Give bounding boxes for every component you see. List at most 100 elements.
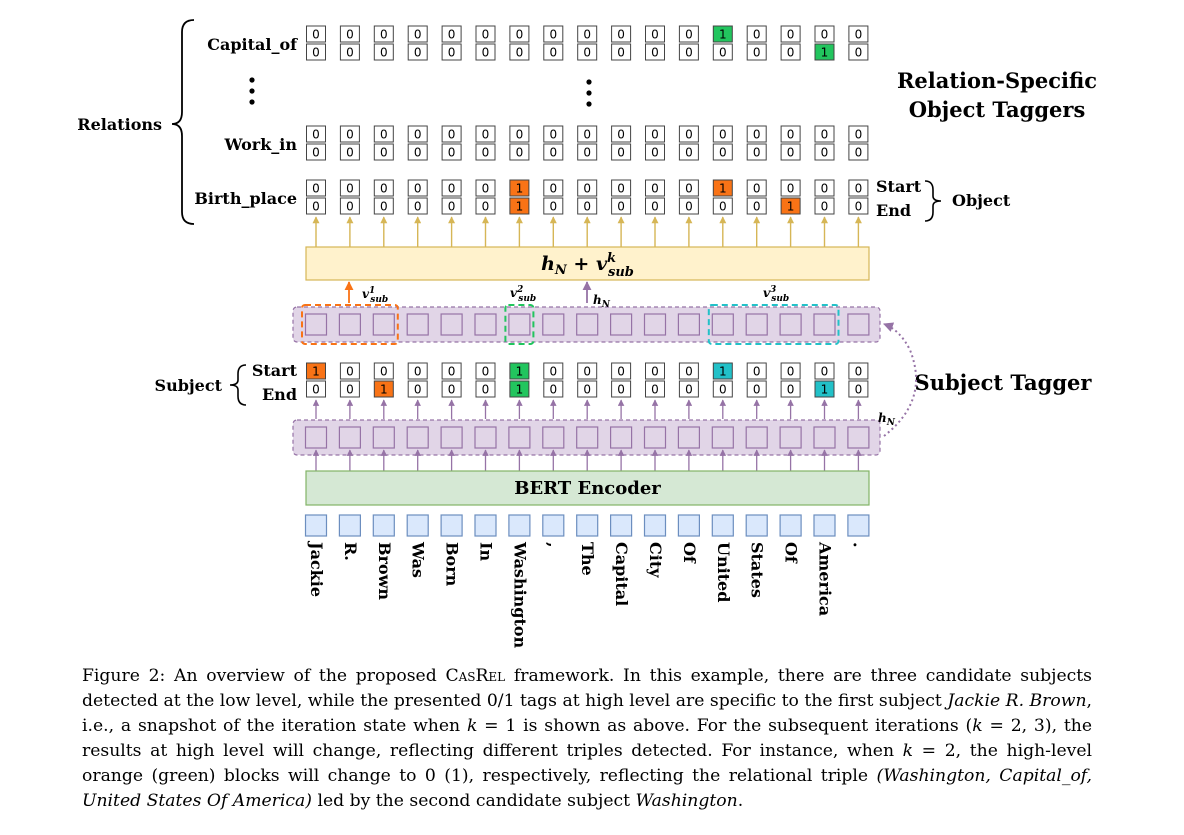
- relation-row-work-in: Work_in: [223, 135, 297, 154]
- subject-start-tag-value: 0: [482, 365, 490, 379]
- relation-end-tag-value: 0: [549, 146, 557, 160]
- object-end-label: End: [876, 201, 911, 220]
- relation-end-tag: 0: [577, 197, 598, 215]
- subject-start-tag-box: [780, 362, 801, 380]
- relation-end-tag: 0: [611, 143, 632, 161]
- token: Washington: [508, 514, 531, 649]
- relation-end-tag-value: 0: [448, 200, 456, 214]
- subject-start-tag-value: 0: [549, 365, 557, 379]
- token: Capital: [609, 514, 633, 606]
- subject-end-tag-box: [746, 380, 767, 398]
- caption-text-4: = 1 is shown as above. For the subsequen…: [477, 716, 973, 736]
- subject-start-tag-value: 1: [516, 365, 524, 379]
- relation-start-tag: 0: [780, 125, 801, 143]
- hidden-cell: [711, 426, 734, 449]
- relation-end-tag-box: [373, 143, 394, 161]
- relation-end-tag: 0: [746, 43, 767, 61]
- ellipsis-dots: [586, 79, 592, 107]
- token: Of: [677, 514, 701, 564]
- hn-label-right: hN: [878, 411, 896, 428]
- hidden-cell: [576, 313, 599, 336]
- relation-start-tag: 0: [611, 125, 632, 143]
- relation-start-tag: 0: [746, 179, 767, 197]
- relation-start-tag-box: [712, 179, 733, 197]
- token-word: Of: [782, 542, 801, 564]
- relation-end-tag: 1: [814, 43, 835, 61]
- relation-start-tag-value: 0: [753, 128, 761, 142]
- hn-label-top: hN: [593, 293, 611, 310]
- token-box: [745, 514, 768, 537]
- hidden-cell: [372, 313, 395, 336]
- relation-start-tag: 0: [475, 125, 496, 143]
- relation-start-tag: 1: [509, 179, 530, 197]
- relation-start-tag: 0: [373, 179, 394, 197]
- relation-end-tag-box: [611, 43, 632, 61]
- relation-start-tag-box: [678, 179, 699, 197]
- relation-start-tag-box: [814, 179, 835, 197]
- token: Born: [440, 514, 463, 587]
- hidden-cell: [406, 426, 429, 449]
- relation-end-tag-box: [712, 143, 733, 161]
- relation-row-capital-of: Capital_of: [207, 35, 298, 54]
- relation-start-tag: 0: [407, 25, 428, 43]
- relation-end-tag-box: [678, 197, 699, 215]
- hidden-cell: [847, 313, 870, 336]
- subject-end-label: End: [262, 385, 297, 404]
- relation-end-tag-box: [339, 43, 360, 61]
- relation-start-tag-value: 0: [617, 28, 625, 42]
- hidden-cell: [711, 313, 734, 336]
- casrel-diagram: Capital_of 0 0 0 0 0 0 0 0 0 0 0 0 0 0 0 0 0 0 0 0 0 0 0 0 1 0 0 0 0 0…: [77, 19, 1097, 649]
- relation-start-tag-box: [339, 125, 360, 143]
- token-box: [304, 514, 328, 537]
- ellipsis-dot: [586, 79, 592, 85]
- caption-text-2: framework. In this example, there are th…: [82, 666, 1092, 711]
- subject-end-tag-box: [712, 380, 733, 398]
- relation-end-tag-box: [441, 197, 462, 215]
- hidden-cell: [813, 313, 836, 336]
- hidden-cell: [847, 426, 870, 449]
- relation-start-tag-value: 0: [549, 28, 557, 42]
- hidden-cell: [440, 426, 463, 449]
- subject-start-tag-value: 0: [685, 365, 693, 379]
- token: Brown: [372, 514, 395, 600]
- hidden-cell: [508, 313, 531, 336]
- subject-end-tag: 0: [746, 380, 767, 398]
- subject-start-tag-value: 0: [787, 365, 795, 379]
- caption-washington: Washington: [635, 791, 738, 811]
- relation-start-tag-value: 0: [821, 128, 829, 142]
- relation-end-tag-box: [678, 143, 699, 161]
- token-box: [440, 514, 463, 537]
- relation-end-tag-box: [780, 43, 801, 61]
- hidden-cell: [609, 313, 633, 336]
- relation-start-tag-box: [780, 125, 801, 143]
- v-sub-label-1: v1 sub: [362, 286, 388, 305]
- relation-start-tag-value: 0: [787, 28, 795, 42]
- fusion-v: v: [596, 253, 608, 275]
- relation-end-tag-box: [780, 143, 801, 161]
- relation-end-tag-value: 0: [380, 200, 388, 214]
- relation-end-tag: 0: [407, 143, 428, 161]
- subject-end-tag-value: 1: [516, 383, 524, 397]
- relation-start-tag: 0: [407, 179, 428, 197]
- token-word: States: [748, 542, 767, 598]
- relation-end-tag-value: 0: [346, 200, 354, 214]
- relation-end-tag-value: 0: [651, 146, 659, 160]
- subject-end-tag-box: [814, 380, 835, 398]
- relation-end-tag-box: [441, 43, 462, 61]
- relation-start-tag-box: [509, 125, 530, 143]
- hidden-cell: [643, 426, 667, 449]
- subject-end-tag-box: [611, 380, 632, 398]
- relation-end-tag-value: 0: [482, 146, 490, 160]
- subject-end-tag-value: 0: [685, 383, 693, 397]
- subject-end-tag-box: [339, 380, 360, 398]
- relation-end-tag-box: [543, 143, 564, 161]
- relation-end-tag: 0: [814, 143, 835, 161]
- token-box: [508, 514, 531, 537]
- hidden-cell: [779, 313, 802, 336]
- object-brace: [924, 180, 942, 222]
- relation-end-tag-value: 0: [787, 146, 795, 160]
- subject-end-tag-value: 0: [617, 383, 625, 397]
- subject-end-tag-box: [543, 380, 564, 398]
- relation-end-tag-value: 0: [312, 46, 320, 60]
- ellipsis-dot: [586, 101, 592, 107]
